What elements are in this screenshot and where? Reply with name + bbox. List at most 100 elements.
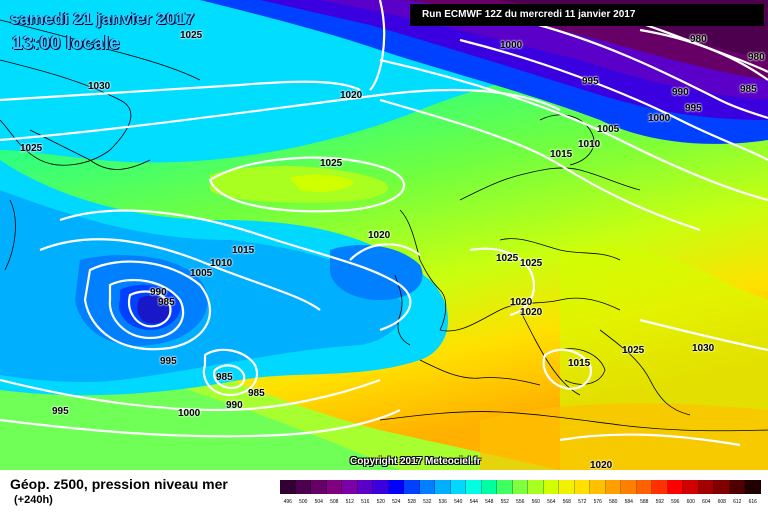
forecast-date: samedi 21 janvier 2017	[10, 9, 195, 28]
isobar-label-1030-b: 1030	[692, 343, 715, 354]
scale-swatch	[295, 480, 311, 494]
isobar-label-990-c: 990	[226, 400, 243, 411]
model-run-info: Run ECMWF 12Z du mercredi 11 janvier 201…	[410, 4, 764, 26]
scale-swatch	[280, 480, 296, 494]
scale-swatch	[714, 480, 730, 494]
isobar-label-1025-c: 1025	[320, 158, 343, 169]
scale-tick-label: 572	[578, 499, 587, 505]
isobar-label-1015-c: 1015	[568, 358, 591, 369]
isobars	[0, 0, 768, 445]
scale-tick-label: 612	[733, 499, 742, 505]
scale-swatch	[388, 480, 404, 494]
scale-tick-label: 552	[500, 499, 509, 505]
isobar-label-1005-a: 1005	[597, 124, 620, 135]
isobar-label-1025-d: 1025	[496, 253, 519, 264]
scale-swatch	[357, 480, 373, 494]
scale-swatch	[450, 480, 466, 494]
scale-swatch	[652, 480, 668, 494]
scale-tick-label: 576	[593, 499, 602, 505]
isobar-label-1030-a: 1030	[88, 81, 111, 92]
isobar-label-1010-a: 1010	[578, 139, 601, 150]
isobar-label-1020-e: 1020	[590, 460, 613, 471]
geopotential-field	[0, 0, 768, 470]
scale-swatch	[481, 480, 497, 494]
legend-title: Géop. z500, pression niveau mer	[10, 476, 228, 492]
scale-swatch	[621, 480, 637, 494]
scale-tick-label: 528	[407, 499, 416, 505]
scale-swatch	[605, 480, 621, 494]
scale-swatch	[512, 480, 528, 494]
scale-tick-label: 540	[454, 499, 463, 505]
scale-swatch	[419, 480, 435, 494]
scale-tick-label: 588	[640, 499, 649, 505]
scale-tick-label: 524	[392, 499, 401, 505]
isobar-label-985-b: 985	[158, 297, 175, 308]
isobar-label-1020-b: 1020	[368, 230, 391, 241]
copyright-notice: Copyright 2017 Meteociel.fr	[350, 456, 481, 467]
isobar-label-985-d: 985	[248, 388, 265, 399]
isobar-label-1025-b: 1025	[180, 30, 203, 41]
scale-swatch	[590, 480, 606, 494]
isobar-label-1015-a: 1015	[550, 149, 573, 160]
scale-tick-label: 560	[531, 499, 540, 505]
scale-swatch	[404, 480, 420, 494]
scale-tick-label: 520	[376, 499, 385, 505]
isobar-label-995-c: 995	[160, 356, 177, 367]
scale-swatch	[435, 480, 451, 494]
isobar-label-995-d: 995	[52, 406, 69, 417]
isobar-label-1005-b: 1005	[190, 268, 213, 279]
scale-tick-label: 580	[609, 499, 618, 505]
scale-tick-label: 592	[655, 499, 664, 505]
scale-swatch	[373, 480, 389, 494]
isobar-label-1020-c: 1020	[510, 297, 533, 308]
scale-tick-label: 600	[686, 499, 695, 505]
forecast-time: 13:00 locale	[12, 33, 120, 54]
scale-tick-label: 512	[345, 499, 354, 505]
isobar-label-980-a: 980	[690, 34, 707, 45]
scale-tick-label: 496	[283, 499, 292, 505]
scale-swatch	[729, 480, 745, 494]
scale-swatch	[528, 480, 544, 494]
weather-map	[0, 0, 768, 470]
isobar-label-1015-b: 1015	[232, 245, 255, 256]
isobar-label-990-b: 990	[150, 287, 167, 298]
isobar-label-1020-a: 1020	[340, 90, 363, 101]
isobar-label-995-b: 995	[685, 103, 702, 114]
scale-tick-label: 544	[469, 499, 478, 505]
scale-swatch	[311, 480, 327, 494]
scale-swatch	[466, 480, 482, 494]
isobar-label-985-a: 985	[740, 84, 757, 95]
isobar-label-1025-e: 1025	[520, 258, 543, 269]
scale-tick-label: 596	[671, 499, 680, 505]
color-scale	[280, 480, 761, 494]
isobar-label-1010-b: 1010	[210, 258, 233, 269]
scale-swatch	[636, 480, 652, 494]
scale-swatch	[698, 480, 714, 494]
scale-swatch	[745, 480, 761, 494]
scale-tick-label: 548	[485, 499, 494, 505]
scale-tick-label: 532	[423, 499, 432, 505]
color-scale-labels: 496 500 504 508 512 516 520 524 528 532 536 540 544 5…	[280, 499, 761, 505]
scale-tick-label: 516	[361, 499, 370, 505]
isobar-label-1020-d: 1020	[520, 307, 543, 318]
scale-tick-label: 616	[748, 499, 757, 505]
scale-tick-label: 604	[702, 499, 711, 505]
isobar-label-1000-c: 1000	[178, 408, 201, 419]
scale-tick-label: 608	[717, 499, 726, 505]
scale-swatch	[559, 480, 575, 494]
scale-tick-label: 500	[299, 499, 308, 505]
scale-swatch	[326, 480, 342, 494]
coastlines	[0, 19, 768, 432]
scale-swatch	[497, 480, 513, 494]
isobar-label-1025-a: 1025	[20, 143, 43, 154]
isobar-label-990-a: 990	[672, 87, 689, 98]
scale-tick-label: 504	[314, 499, 323, 505]
isobar-label-1000-a: 1000	[500, 40, 523, 51]
isobar-label-1000-b: 1000	[648, 113, 671, 124]
isobar-label-980-b: 980	[748, 52, 765, 63]
scale-tick-label: 508	[330, 499, 339, 505]
scale-swatch	[667, 480, 683, 494]
forecast-lead-time: (+240h)	[14, 494, 53, 506]
scale-tick-label: 536	[438, 499, 447, 505]
isobar-label-985-c: 985	[216, 372, 233, 383]
